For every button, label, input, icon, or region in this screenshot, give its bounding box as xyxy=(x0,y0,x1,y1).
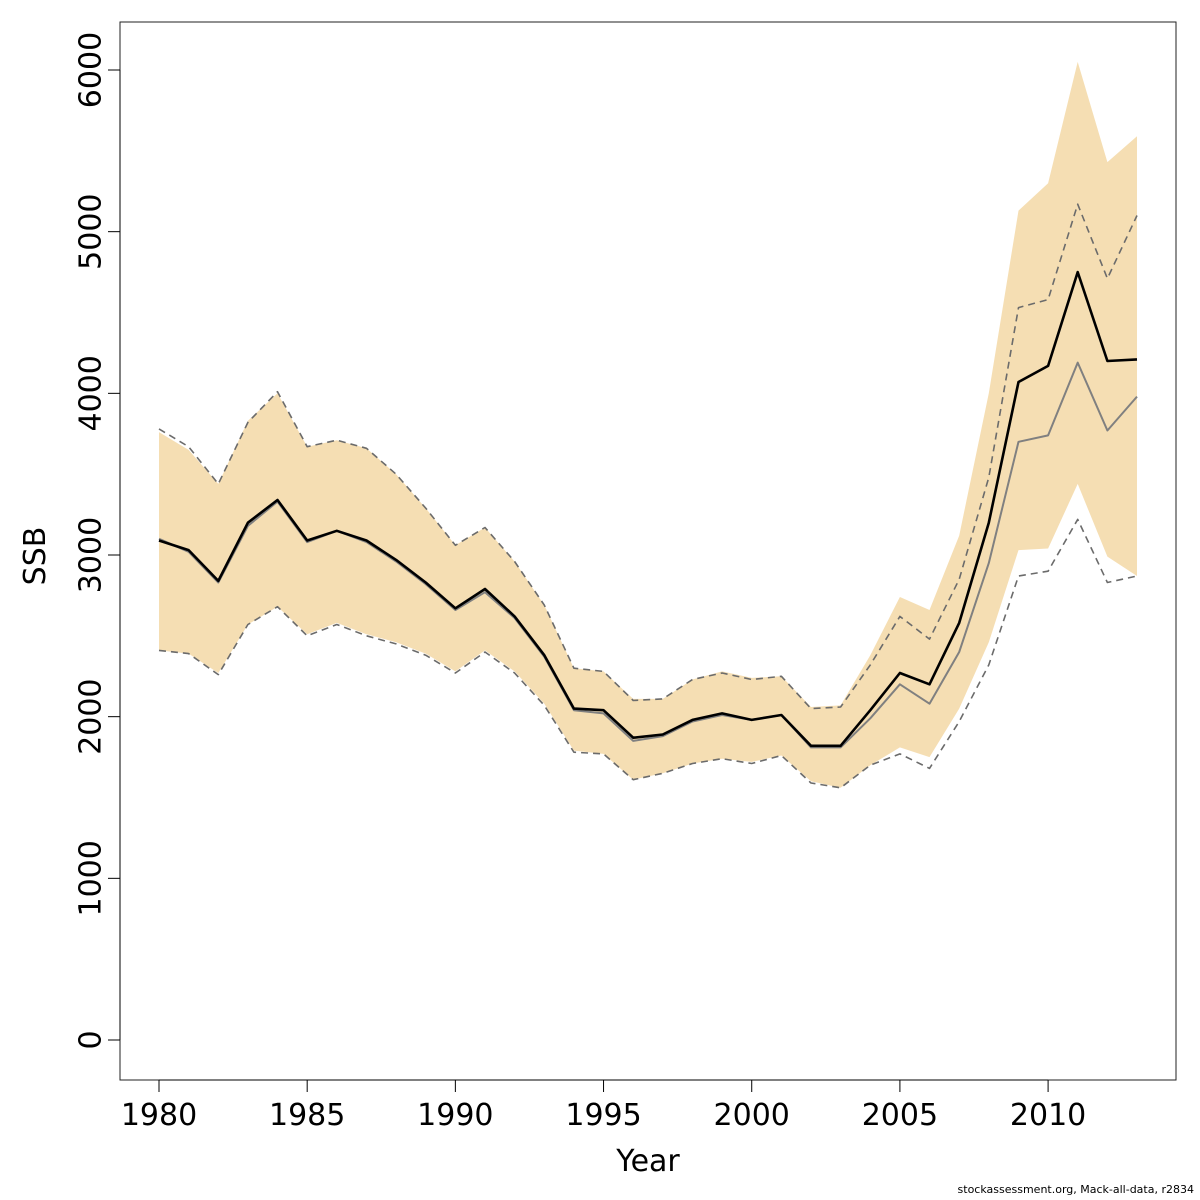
y-axis-title: SSB xyxy=(18,527,53,586)
x-tick-label: 1990 xyxy=(417,1098,493,1133)
y-tick-label: 4000 xyxy=(74,355,109,431)
x-axis-title: Year xyxy=(615,1144,680,1179)
primary-estimate-line xyxy=(158,270,1138,748)
y-tick-label: 2000 xyxy=(74,678,109,754)
confidence-band xyxy=(159,61,1137,788)
x-tick-label: 1980 xyxy=(121,1098,197,1133)
footer-credit: stockassessment.org, Mack-all-data, r283… xyxy=(957,1183,1194,1196)
y-axis: 0 1000 2000 3000 4000 5000 6000 xyxy=(74,32,121,1050)
y-tick-label: 6000 xyxy=(74,32,109,108)
x-tick-label: 1995 xyxy=(565,1098,641,1133)
x-tick-label: 2010 xyxy=(1010,1098,1086,1133)
x-axis: 1980 1985 1990 1995 2000 2005 2010 xyxy=(121,1079,1086,1133)
x-tick-label: 2000 xyxy=(714,1098,790,1133)
x-tick-label: 2005 xyxy=(862,1098,938,1133)
secondary-lower-line xyxy=(158,518,1138,789)
y-tick-label: 5000 xyxy=(74,193,109,269)
chart-band-layer xyxy=(159,61,1137,788)
x-tick-label: 1985 xyxy=(269,1098,345,1133)
y-tick-label: 1000 xyxy=(74,840,109,916)
y-tick-label: 0 xyxy=(74,1030,109,1049)
secondary-upper-line xyxy=(158,203,1138,710)
y-tick-label: 3000 xyxy=(74,517,109,593)
chart-lines-layer xyxy=(158,203,1138,789)
